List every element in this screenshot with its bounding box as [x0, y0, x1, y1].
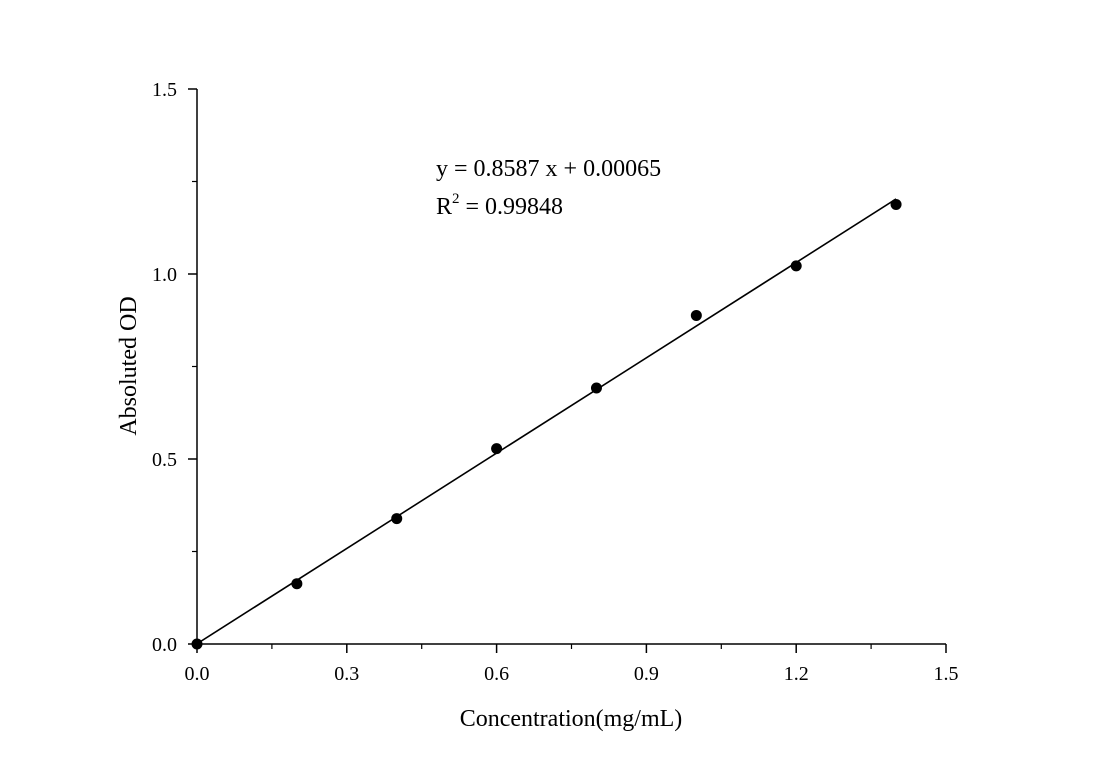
fit-layer — [196, 198, 897, 645]
data-point — [191, 638, 203, 650]
x-tick-label: 0.0 — [185, 663, 210, 685]
x-axis-title: Concentration(mg/mL) — [460, 706, 683, 732]
y-tick-label: 0.5 — [152, 449, 177, 471]
data-points — [191, 198, 902, 650]
x-tick-label: 0.6 — [484, 663, 509, 685]
x-axis-ticks: 0.0 0.3 0.6 0.9 1.2 1.5 — [185, 644, 959, 685]
fit-line — [196, 198, 897, 645]
y-tick-label: 1.0 — [152, 264, 177, 286]
r-squared-prefix: R — [436, 194, 452, 220]
data-point — [291, 578, 303, 590]
fit-equation: y = 0.8587 x + 0.00065 — [436, 156, 661, 182]
y-tick-label: 0.0 — [152, 634, 177, 656]
y-axis-ticks: 0.0 0.5 1.0 1.5 — [152, 79, 197, 656]
x-tick-label: 1.5 — [934, 663, 959, 685]
r-squared-value: = 0.99848 — [460, 194, 564, 220]
x-tick-label: 0.3 — [334, 663, 359, 685]
data-point — [590, 382, 602, 394]
r-squared-label: R2 = 0.99848 — [436, 191, 563, 220]
x-tick-label: 1.2 — [784, 663, 809, 685]
data-point — [890, 198, 902, 210]
x-tick-label: 0.9 — [634, 663, 659, 685]
data-point — [790, 260, 802, 272]
y-axis-title: Absoluted OD — [116, 296, 142, 435]
y-tick-label: 1.5 — [152, 79, 177, 101]
data-point — [391, 513, 403, 525]
r-squared-superscript: 2 — [452, 191, 460, 207]
data-point — [690, 309, 702, 321]
data-point — [491, 443, 503, 455]
